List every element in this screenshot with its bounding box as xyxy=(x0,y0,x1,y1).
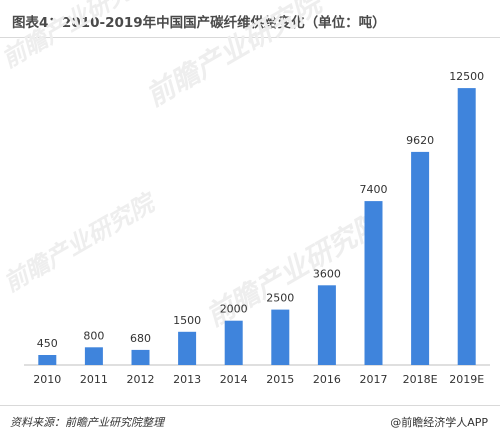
data-label-2019E: 12500 xyxy=(449,70,484,83)
bar-2016 xyxy=(317,285,336,365)
x-tick-label-2010: 2010 xyxy=(33,373,61,386)
chart-title: 图表4：2010-2019年中国国产碳纤维供给变化（单位：吨） xyxy=(12,15,386,31)
x-tick-label-2012: 2012 xyxy=(127,373,155,386)
x-tick-label-2011: 2011 xyxy=(80,373,108,386)
data-label-2010: 450 xyxy=(37,337,58,350)
data-label-2014: 2000 xyxy=(220,303,248,316)
bar-2010 xyxy=(38,355,57,365)
bar-2014 xyxy=(224,320,243,365)
data-label-2011: 800 xyxy=(83,329,104,342)
bar-2015 xyxy=(271,309,290,365)
data-label-2012: 680 xyxy=(130,332,151,345)
data-label-2013: 1500 xyxy=(173,314,201,327)
x-tick-label-2014: 2014 xyxy=(220,373,248,386)
data-label-2016: 3600 xyxy=(313,267,341,280)
data-label-2017: 7400 xyxy=(360,183,388,196)
bar-2019E xyxy=(457,88,476,365)
bar-2018E xyxy=(411,151,430,365)
source-note: 资料来源：前瞻产业研究院整理 xyxy=(10,416,164,429)
footer-divider xyxy=(0,405,500,406)
bar-2013 xyxy=(178,331,197,365)
brand-label: @前瞻经济学人APP xyxy=(390,416,488,429)
x-tick-label-2019E: 2019E xyxy=(449,373,484,386)
bar-2017 xyxy=(364,201,383,365)
data-label-2018E: 9620 xyxy=(406,134,434,147)
data-label-2015: 2500 xyxy=(266,292,294,305)
x-tick-label-2017: 2017 xyxy=(360,373,388,386)
x-tick-label-2018E: 2018E xyxy=(403,373,438,386)
x-tick-label-2016: 2016 xyxy=(313,373,341,386)
title-divider xyxy=(0,37,500,38)
x-tick-label-2013: 2013 xyxy=(173,373,201,386)
bar-2011 xyxy=(84,347,103,365)
bar-2012 xyxy=(131,349,150,365)
x-tick-label-2015: 2015 xyxy=(266,373,294,386)
